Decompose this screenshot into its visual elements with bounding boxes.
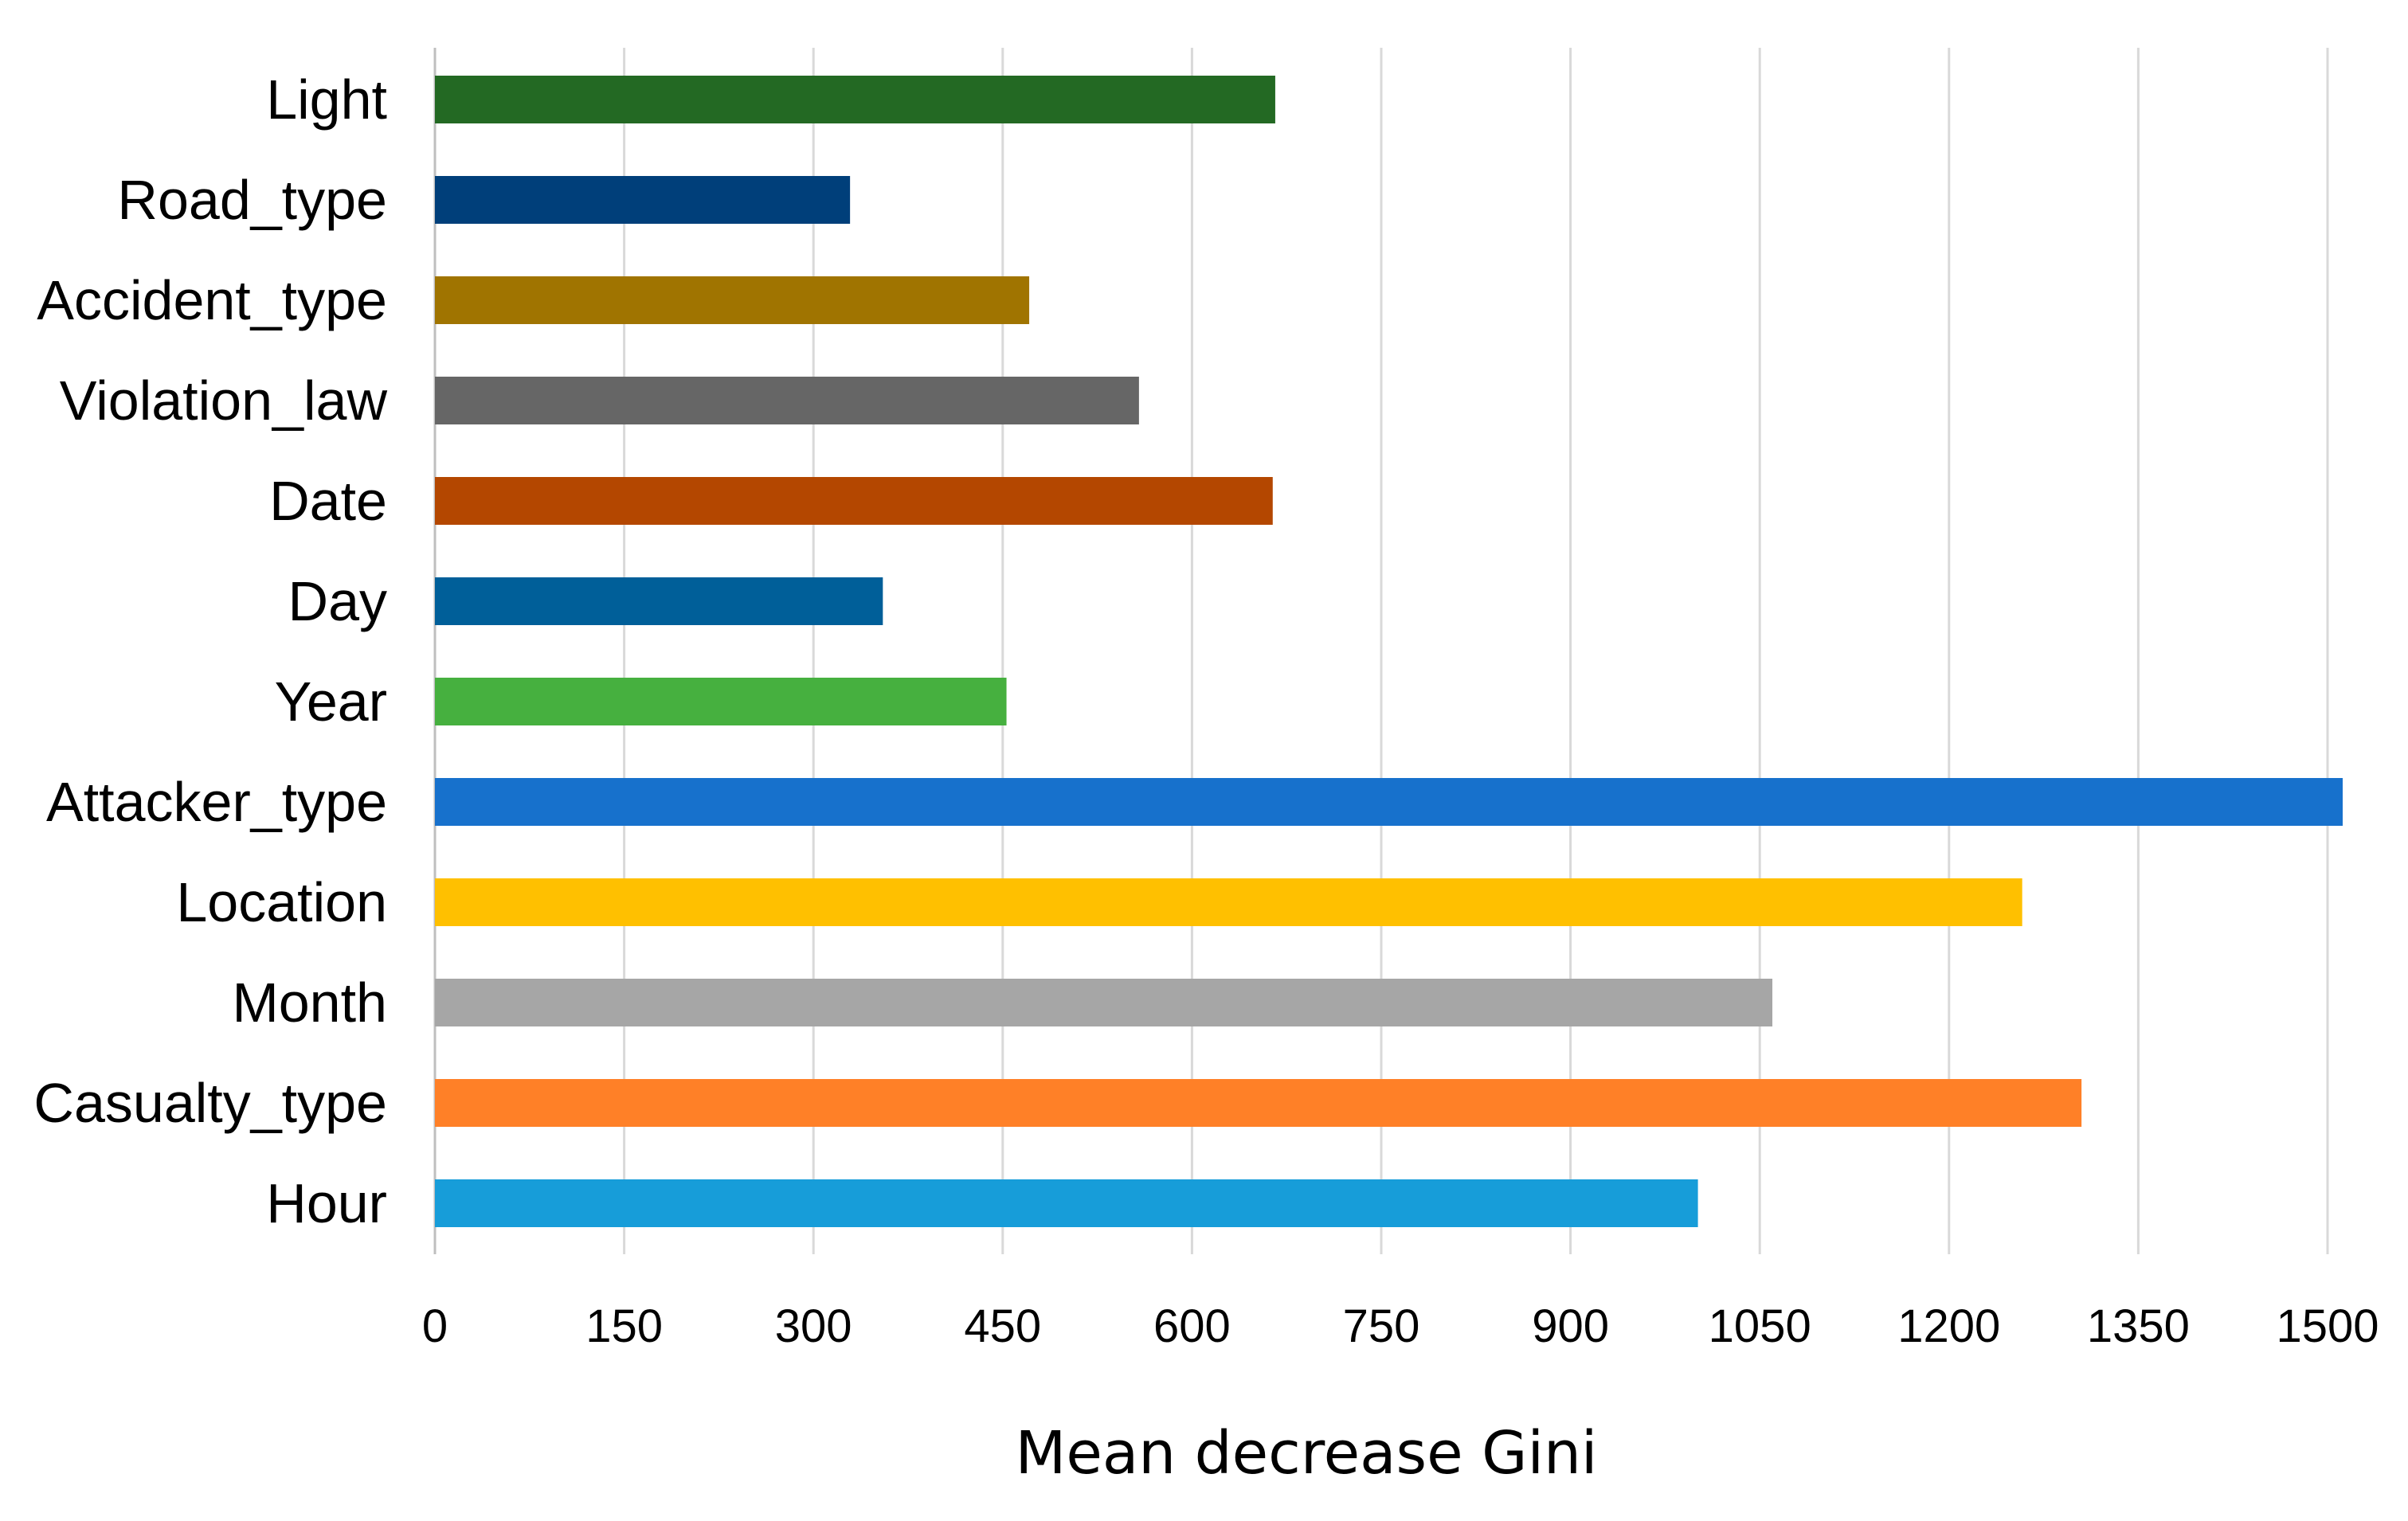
category-label: Violation_law — [60, 369, 388, 432]
category-label: Date — [269, 470, 387, 532]
category-label: Attacker_type — [46, 771, 387, 833]
bar-month — [435, 979, 1773, 1026]
category-label: Day — [288, 570, 387, 632]
bar-attacker-type — [435, 778, 2343, 826]
category-label: Road_type — [117, 169, 387, 231]
category-label: Accident_type — [37, 269, 387, 331]
bar-light — [435, 76, 1275, 123]
bar-violation-law — [435, 377, 1139, 424]
category-label: Hour — [266, 1172, 387, 1234]
bar-hour — [435, 1179, 1698, 1227]
bars — [435, 76, 2343, 1227]
x-tick-label: 1050 — [1709, 1300, 1811, 1352]
category-label: Location — [176, 871, 387, 933]
category-label: Light — [266, 68, 387, 131]
bar-year — [435, 678, 1007, 725]
x-tick-label: 600 — [1153, 1300, 1231, 1352]
x-tick-labels: 0 150 300 450 600 750 900 1050 1200 1350 1500 — [422, 1300, 2379, 1352]
bar-location — [435, 878, 2022, 926]
x-tick-label: 300 — [775, 1300, 852, 1352]
x-axis-title: Mean decrease Gini — [1016, 1419, 1598, 1488]
x-tick-label: 900 — [1532, 1300, 1609, 1352]
x-tick-label: 1350 — [2087, 1300, 2190, 1352]
x-tick-label: 150 — [585, 1300, 663, 1352]
x-tick-label: 1500 — [2276, 1300, 2379, 1352]
x-tick-label: 750 — [1343, 1300, 1420, 1352]
bar-road-type — [435, 176, 851, 224]
gridlines — [433, 48, 2329, 1254]
category-label: Casualty_type — [33, 1072, 387, 1134]
bar-casualty-type — [435, 1079, 2082, 1127]
x-tick-label: 450 — [964, 1300, 1041, 1352]
bar-accident-type — [435, 276, 1030, 324]
x-tick-label: 1200 — [1897, 1300, 2000, 1352]
bar-day — [435, 577, 883, 625]
category-label: Year — [275, 671, 387, 733]
category-labels: Light Road_type Accident_type Violation_law… — [33, 68, 387, 1234]
category-label: Month — [232, 972, 387, 1034]
x-tick-label: 0 — [422, 1300, 448, 1352]
bar-date — [435, 477, 1273, 525]
